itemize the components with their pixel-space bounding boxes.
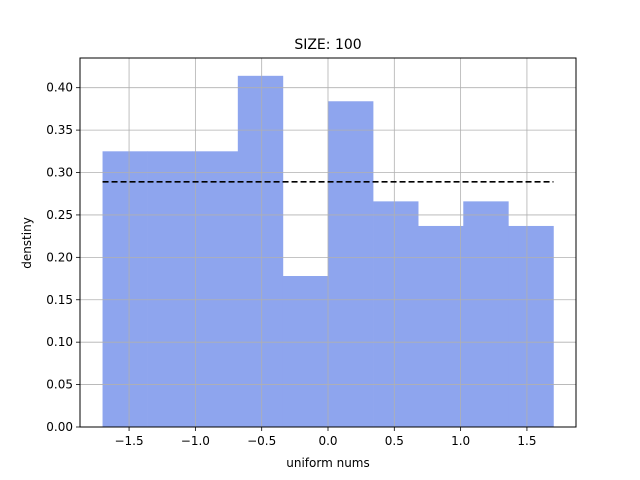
y-tick-label: 0.30 xyxy=(46,166,73,180)
histogram-bar xyxy=(192,151,239,427)
bars-group xyxy=(102,75,554,428)
x-tick-label: −1.5 xyxy=(114,434,143,448)
y-tick-label: 0.15 xyxy=(46,293,73,307)
histogram-bar xyxy=(102,151,148,427)
histogram-bar xyxy=(282,276,329,427)
x-axis-ticks: −1.5 −1.0 −0.5 0.0 0.5 1.0 1.5 xyxy=(114,427,536,448)
x-tick-label: −1.0 xyxy=(181,434,210,448)
y-tick-label: 0.00 xyxy=(46,420,73,434)
y-axis-ticks: 0.00 0.05 0.10 0.15 0.20 0.25 0.30 0.35 0.40 xyxy=(46,81,80,434)
histogram-bar xyxy=(237,75,284,428)
histogram-bar xyxy=(328,101,374,427)
chart-title: SIZE: 100 xyxy=(294,37,361,53)
y-tick-label: 0.40 xyxy=(46,81,73,95)
histogram-bar xyxy=(418,225,464,427)
y-axis-label: denstiny xyxy=(20,217,34,269)
y-tick-label: 0.05 xyxy=(46,378,73,392)
y-tick-label: 0.35 xyxy=(46,123,73,137)
histogram-bar xyxy=(147,151,194,427)
y-tick-label: 0.20 xyxy=(46,250,73,264)
histogram-bar xyxy=(508,225,554,427)
histogram-bar xyxy=(463,201,509,427)
y-tick-label: 0.25 xyxy=(46,208,73,222)
y-tick-label: 0.10 xyxy=(46,335,73,349)
x-tick-label: 1.5 xyxy=(517,434,536,448)
x-tick-label: 0.0 xyxy=(318,434,337,448)
x-tick-label: 1.0 xyxy=(451,434,470,448)
x-tick-label: 0.5 xyxy=(385,434,404,448)
x-tick-label: −0.5 xyxy=(247,434,276,448)
x-axis-label: uniform nums xyxy=(286,456,370,470)
histogram-bar xyxy=(373,201,419,427)
